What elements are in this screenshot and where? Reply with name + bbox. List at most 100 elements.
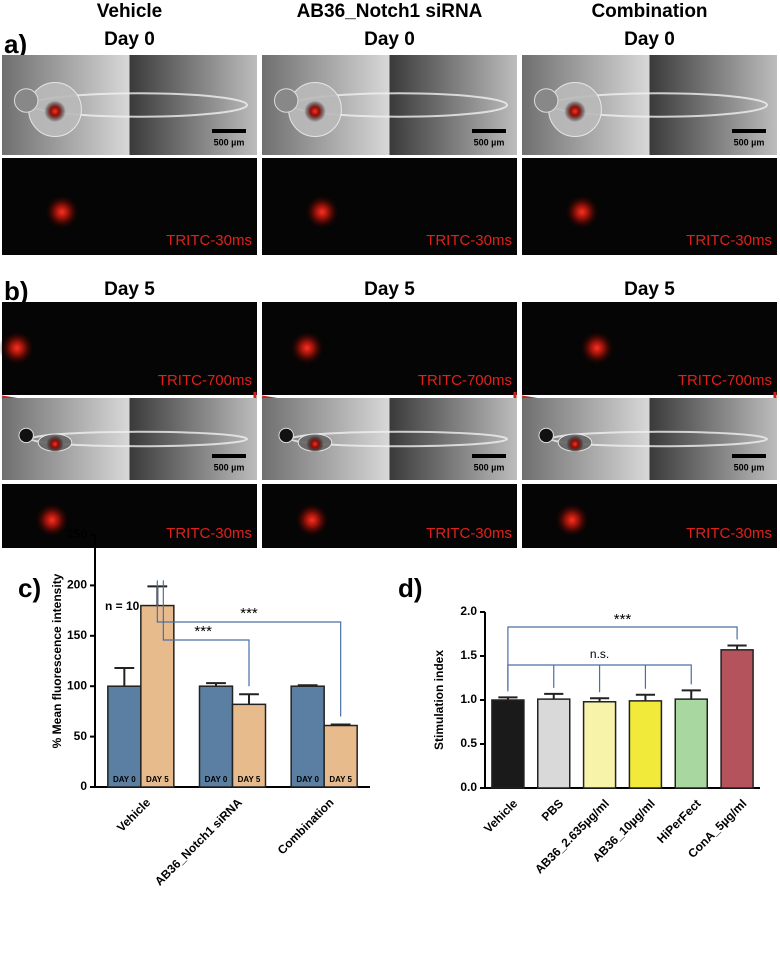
fluorescence-signal [289, 330, 325, 366]
panel-label: a) [4, 29, 27, 59]
brightfield-image [389, 398, 517, 480]
fish-eye [534, 88, 559, 113]
bar [537, 698, 571, 789]
scale-bar-label: 500 µm [474, 137, 505, 147]
x-tick-label: AB36_Notch1 siRNA [152, 795, 245, 888]
day-label: Day 5 [624, 279, 675, 300]
panel-label: d) [398, 573, 423, 603]
bar [491, 699, 525, 789]
fish-eye [274, 88, 299, 113]
scale-bar-label: 500 µm [474, 462, 505, 472]
fluorescence-signal [579, 330, 615, 366]
tumor [44, 100, 66, 123]
significance-bracket [156, 580, 342, 717]
y-axis-label: % Mean fluorescence intensity [50, 573, 64, 748]
fluorescence-image [2, 158, 257, 255]
bar-label: DAY 5 [146, 775, 169, 784]
exposure-label: TRITC-30ms [686, 525, 772, 542]
bar [290, 685, 325, 788]
significance-bracket [507, 626, 738, 690]
scale-bar-label: 500 µm [734, 462, 765, 472]
annotation: *** [194, 623, 212, 640]
bar [582, 701, 617, 789]
y-tick-label: 50 [74, 729, 88, 743]
exposure-label: TRITC-30ms [686, 232, 772, 249]
significance-bracket [507, 664, 692, 693]
tumor [306, 435, 324, 453]
brightfield-image [649, 398, 777, 480]
bar-label: DAY 5 [238, 775, 261, 784]
exposure-label: TRITC-700ms [158, 372, 252, 389]
y-tick-label: 1.0 [460, 692, 477, 706]
column-title: Vehicle [97, 1, 163, 22]
bar-label: DAY 5 [329, 775, 352, 784]
bar [107, 685, 142, 788]
exposure-label: TRITC-30ms [426, 525, 512, 542]
scale-bar [732, 454, 766, 458]
exposure-label: TRITC-30ms [166, 232, 252, 249]
fluorescence-image [262, 158, 517, 255]
x-tick-label: Combination [275, 795, 337, 857]
panel-label: c) [18, 573, 41, 603]
brightfield-image [389, 55, 517, 155]
fluorescence-signal [564, 194, 600, 230]
x-tick-label: PBS [539, 796, 566, 823]
annotation: *** [240, 605, 258, 622]
bar-label: DAY 0 [113, 775, 136, 784]
y-tick-label: 1.5 [460, 648, 477, 662]
brightfield-image [649, 55, 777, 155]
scale-bar-label: 500 µm [214, 462, 245, 472]
panel-label: b) [4, 276, 29, 306]
fish-eye [18, 427, 34, 444]
bar [674, 698, 708, 789]
day-label: Day 0 [364, 29, 415, 50]
scale-bar [472, 454, 506, 458]
exposure-label: TRITC-30ms [166, 525, 252, 542]
bar [198, 685, 234, 788]
exposure-label: TRITC-700ms [678, 372, 772, 389]
day-label: Day 5 [364, 279, 415, 300]
tumor [304, 100, 326, 123]
column-title: Combination [591, 1, 707, 22]
tumor [564, 100, 586, 123]
y-tick-label: 250 [67, 527, 87, 541]
scale-bar-label: 500 µm [214, 137, 245, 147]
bar [231, 703, 267, 788]
scale-bar [212, 454, 246, 458]
fluorescence-signal [554, 502, 590, 538]
bar-label: DAY 0 [205, 775, 228, 784]
bar [720, 649, 754, 789]
fluorescence-signal [0, 330, 35, 366]
x-tick-label: Vehicle [481, 796, 520, 835]
y-tick-label: 0.0 [460, 780, 477, 794]
annotation: *** [614, 611, 632, 628]
y-tick-label: 200 [67, 578, 87, 592]
fluorescence-signal [304, 194, 340, 230]
brightfield-image [129, 55, 257, 155]
tumor [566, 435, 584, 453]
annotation: n.s. [590, 647, 609, 661]
fish-eye [538, 427, 554, 444]
exposure-label: TRITC-30ms [426, 232, 512, 249]
day-label: Day 0 [104, 29, 155, 50]
y-tick-label: 100 [67, 678, 87, 692]
fluorescence-signal [44, 194, 80, 230]
fluorescence-image [2, 302, 257, 395]
column-title: AB36_Notch1 siRNA [297, 1, 483, 22]
fluorescence-signal [34, 502, 70, 538]
scale-bar-label: 500 µm [734, 137, 765, 147]
day-label: Day 5 [104, 279, 155, 300]
significance-bracket [162, 580, 250, 687]
bar [140, 604, 175, 788]
annotation: n = 10 [105, 599, 140, 613]
fluorescence-signal [294, 502, 330, 538]
scale-bar [732, 129, 766, 133]
y-tick-label: 150 [67, 628, 87, 642]
tumor [46, 435, 64, 453]
scale-bar [472, 129, 506, 133]
x-tick-label: Vehicle [114, 795, 153, 834]
fluorescence-image [522, 158, 777, 255]
fish-eye [278, 427, 294, 444]
bar [628, 700, 663, 789]
